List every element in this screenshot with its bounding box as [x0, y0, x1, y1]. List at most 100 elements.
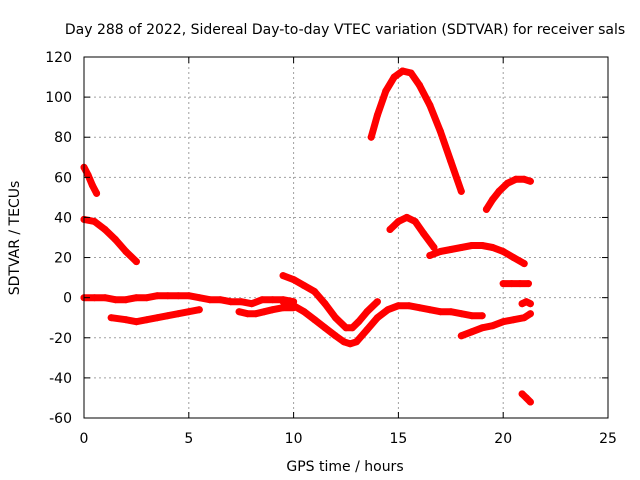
data-point [510, 254, 518, 262]
data-point [426, 306, 434, 314]
data-point [346, 340, 354, 348]
data-point [252, 310, 260, 318]
data-point [244, 310, 251, 318]
y-axis-label: SDTVAR / TECUs [7, 181, 23, 296]
x-tick-label: 15 [389, 431, 407, 447]
data-point [363, 308, 371, 316]
data-point [510, 316, 518, 324]
data-point [348, 324, 356, 332]
data-point [107, 314, 115, 322]
data-point [499, 248, 507, 255]
y-tick-label: 120 [45, 50, 72, 66]
data-point [411, 218, 419, 225]
data-point [235, 308, 243, 316]
data-point [526, 398, 534, 406]
data-point [143, 294, 151, 302]
y-tick-label: -60 [49, 411, 72, 427]
data-point [216, 296, 224, 304]
data-point [489, 322, 497, 330]
data-point [340, 338, 348, 346]
data-point [390, 73, 398, 81]
data-point [91, 294, 98, 302]
data-point [237, 298, 245, 306]
chart-title: Day 288 of 2022, Sidereal Day-to-day VTE… [65, 22, 625, 38]
data-point [499, 280, 507, 288]
data-point [290, 276, 298, 284]
data-point [122, 296, 130, 304]
data-point [269, 296, 277, 304]
data-point [405, 302, 413, 310]
data-point [311, 288, 319, 296]
data-point [457, 332, 465, 340]
data-point [447, 308, 455, 316]
x-tick-label: 10 [285, 431, 303, 447]
data-point [520, 175, 528, 183]
series-arc-1 [80, 163, 101, 197]
grid-layer [84, 57, 608, 418]
data-point [478, 324, 486, 332]
data-point [520, 260, 528, 268]
data-point [399, 67, 407, 75]
data-point [426, 252, 434, 259]
data-point [457, 244, 465, 251]
data-point [436, 308, 444, 316]
data-point [132, 258, 140, 266]
data-point [489, 195, 497, 203]
data-point [206, 296, 214, 304]
data-point [524, 280, 532, 288]
series-arc-6 [279, 272, 381, 332]
y-tick-label: 0 [63, 291, 72, 307]
data-point [415, 304, 423, 312]
data-point [195, 306, 203, 314]
data-point [436, 127, 444, 135]
data-point [373, 314, 381, 322]
data-point [468, 312, 476, 320]
data-point [227, 298, 235, 306]
data-point [260, 308, 268, 316]
data-point [495, 187, 503, 195]
data-point [174, 292, 182, 300]
data-point [482, 205, 490, 213]
data-point [373, 298, 381, 306]
data-point [342, 324, 350, 332]
data-point [311, 316, 319, 324]
data-point [195, 294, 203, 302]
data-point [101, 226, 109, 233]
ticks-layer: 0 5 10 15 20 25 -60 -40 -20 0 20 40 60 80 100 120 [45, 50, 617, 447]
series-arc-10 [426, 242, 528, 268]
data-point [403, 213, 411, 221]
data-point [353, 338, 360, 346]
data-point [279, 298, 287, 306]
data-point [321, 324, 329, 332]
data-point [436, 248, 444, 255]
data-point [258, 296, 266, 304]
data-point [373, 111, 381, 119]
data-point [447, 246, 455, 253]
data-point [132, 294, 140, 302]
x-tick-label: 0 [80, 431, 89, 447]
data-point [430, 244, 438, 251]
data-point [111, 296, 119, 304]
data-point [512, 175, 520, 183]
y-tick-label: 100 [45, 90, 72, 106]
data-point [300, 282, 308, 290]
data-point [382, 87, 390, 95]
y-tick-label: -20 [49, 331, 72, 347]
x-axis-label: GPS time / hours [286, 459, 403, 475]
data-point [332, 332, 339, 340]
data-point [478, 312, 486, 320]
data-point [363, 326, 371, 334]
data-point [91, 218, 98, 225]
data-point [174, 310, 182, 318]
data-point [93, 189, 101, 197]
data-point [101, 294, 109, 302]
data-point [367, 133, 375, 141]
data-point [355, 318, 363, 326]
y-tick-label: 20 [54, 251, 72, 267]
data-point [503, 179, 511, 187]
data-point [516, 280, 524, 288]
series-arc-2 [80, 215, 140, 266]
y-tick-label: 80 [54, 130, 72, 146]
data-point [132, 318, 140, 326]
